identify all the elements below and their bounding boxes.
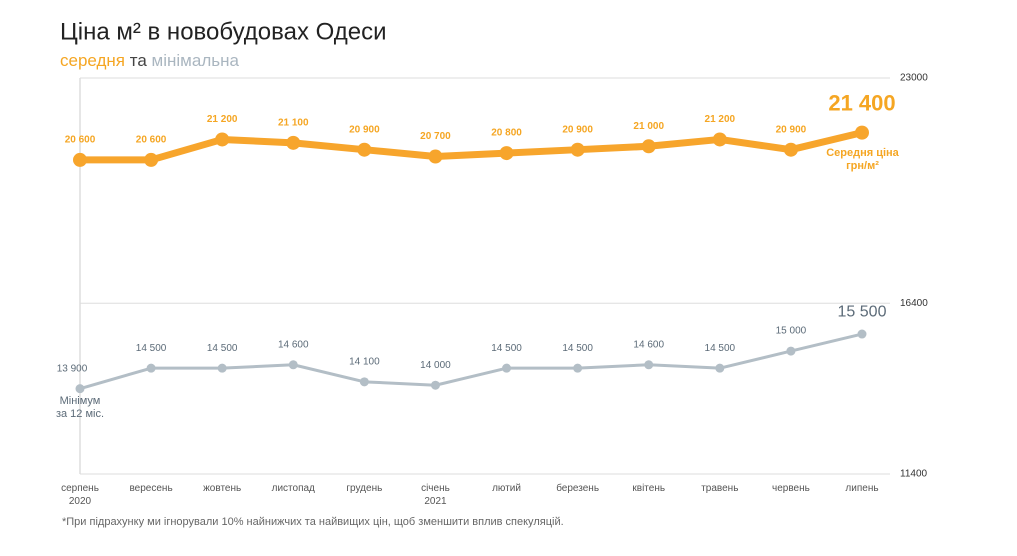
data-point bbox=[286, 135, 301, 150]
value-label: 21 000 bbox=[633, 121, 664, 132]
average-annotation: Середня ціна грн/м² bbox=[826, 147, 899, 172]
data-point bbox=[573, 363, 583, 373]
value-label: 14 600 bbox=[633, 339, 664, 350]
y-tick-label: 16400 bbox=[900, 298, 928, 309]
value-label: 20 900 bbox=[776, 124, 807, 135]
x-tick-label: січень 2021 bbox=[421, 483, 450, 507]
data-point bbox=[855, 125, 869, 140]
value-label: 20 700 bbox=[420, 131, 451, 142]
x-tick-label: листопад bbox=[271, 483, 315, 494]
x-tick-label: жовтень bbox=[203, 483, 242, 494]
data-point bbox=[430, 380, 440, 390]
data-point bbox=[499, 146, 514, 161]
value-label: 20 900 bbox=[349, 124, 380, 135]
data-point bbox=[217, 363, 227, 373]
chart-title: Ціна м² в новобудовах Одеси bbox=[60, 18, 387, 45]
x-tick-label: вересень bbox=[129, 483, 173, 494]
value-label: 15 000 bbox=[776, 326, 807, 337]
data-point bbox=[288, 360, 298, 370]
data-point bbox=[712, 132, 727, 147]
x-tick-label: травень bbox=[701, 483, 739, 494]
x-tick-label: лютий bbox=[492, 483, 521, 494]
value-label: 14 500 bbox=[705, 343, 736, 354]
value-label: 21 200 bbox=[705, 114, 736, 125]
data-point bbox=[144, 152, 159, 167]
y-tick-label: 23000 bbox=[900, 73, 928, 84]
series-line bbox=[79, 332, 863, 391]
x-tick-label: березень bbox=[556, 483, 600, 494]
subtitle-and: та bbox=[130, 51, 148, 70]
minimum-annotation: Мінімум за 12 міс. bbox=[55, 395, 105, 420]
value-label: 14 600 bbox=[278, 339, 309, 350]
value-label: 21 400 bbox=[828, 90, 895, 115]
value-label: 20 900 bbox=[562, 124, 593, 135]
data-point bbox=[146, 363, 156, 373]
x-tick-label: червень bbox=[771, 483, 810, 494]
value-label: 21 100 bbox=[278, 118, 309, 129]
value-label: 20 800 bbox=[491, 128, 522, 139]
data-point bbox=[783, 142, 798, 157]
data-point bbox=[857, 329, 867, 339]
data-point bbox=[715, 363, 725, 373]
value-label: 21 200 bbox=[207, 114, 238, 125]
x-tick-label: липень bbox=[845, 483, 879, 494]
footnote: *При підрахунку ми ігнорували 10% найниж… bbox=[62, 516, 564, 528]
value-label: 15 500 bbox=[838, 303, 887, 320]
data-point bbox=[641, 139, 656, 154]
y-tick-label: 11400 bbox=[900, 469, 928, 480]
series-line bbox=[80, 129, 863, 164]
subtitle-average: середня bbox=[60, 51, 125, 70]
data-point bbox=[357, 142, 372, 157]
data-point bbox=[502, 363, 512, 373]
value-label: 14 100 bbox=[349, 356, 380, 367]
data-point bbox=[570, 142, 585, 157]
value-label: 20 600 bbox=[65, 135, 96, 146]
value-label: 20 600 bbox=[136, 135, 167, 146]
data-point bbox=[644, 360, 654, 370]
data-point bbox=[428, 149, 443, 164]
value-label: 14 500 bbox=[491, 343, 522, 354]
data-point bbox=[215, 132, 230, 147]
subtitle-minimum: мінімальна bbox=[152, 51, 240, 70]
x-tick-label: серпень 2020 bbox=[61, 483, 99, 507]
x-tick-label: грудень bbox=[346, 483, 383, 494]
x-tick-label: квітень bbox=[632, 483, 666, 494]
value-label: 14 000 bbox=[420, 360, 451, 371]
value-label: 14 500 bbox=[136, 343, 167, 354]
value-label: 14 500 bbox=[562, 343, 593, 354]
data-point bbox=[75, 384, 85, 394]
data-point bbox=[359, 377, 369, 387]
chart-subtitle: середня та мінімальна bbox=[60, 51, 239, 70]
data-point bbox=[73, 152, 87, 167]
data-point bbox=[786, 346, 796, 356]
value-label: 14 500 bbox=[207, 343, 238, 354]
value-label: 13 900 bbox=[57, 363, 88, 374]
